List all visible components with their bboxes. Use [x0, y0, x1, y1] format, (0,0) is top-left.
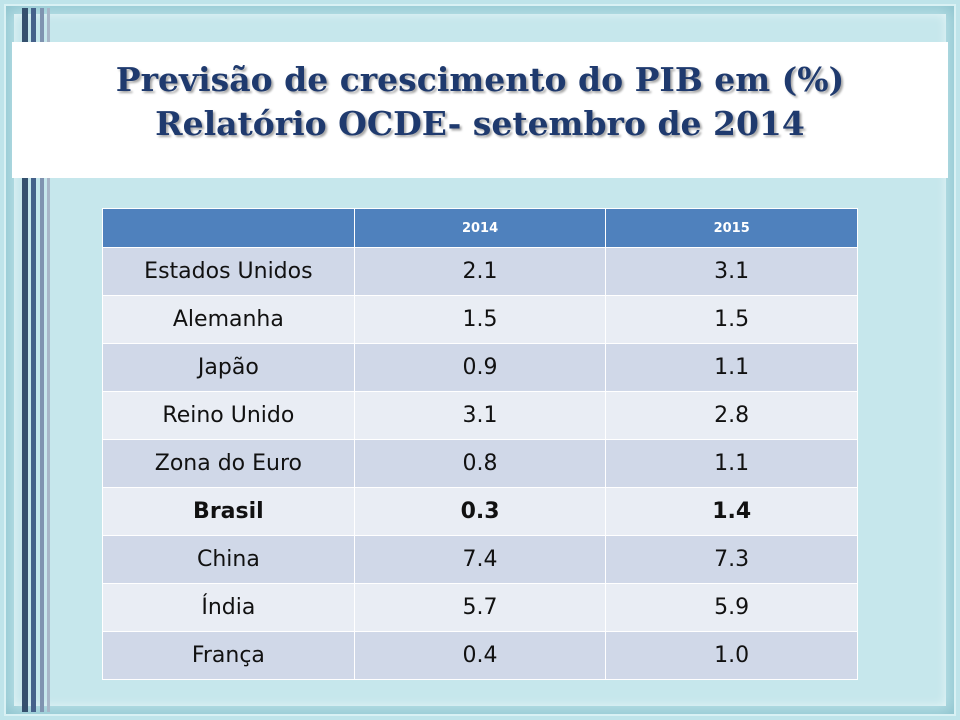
- table-row: Zona do Euro 0.8 1.1: [102, 439, 858, 488]
- cell-country: Japão: [102, 343, 355, 392]
- cell-2015: 1.4: [605, 487, 858, 536]
- slide-title: Previsão de crescimento do PIB em (%) Re…: [12, 58, 948, 146]
- cell-country: China: [102, 535, 355, 584]
- stripe: [31, 8, 36, 712]
- cell-2015: 1.5: [605, 295, 858, 344]
- title-line-2: Relatório OCDE- setembro de 2014: [155, 104, 805, 143]
- table-row: Japão 0.9 1.1: [102, 343, 858, 392]
- cell-country: França: [102, 631, 355, 680]
- table-row: Reino Unido 3.1 2.8: [102, 391, 858, 440]
- cell-2014: 1.5: [353, 295, 607, 344]
- cell-country: Alemanha: [102, 295, 355, 344]
- stripe: [22, 8, 28, 712]
- cell-2015: 1.1: [605, 439, 858, 488]
- cell-2014: 5.7: [353, 583, 607, 632]
- table-header-row: 2014 2015: [102, 208, 858, 248]
- cell-country: Brasil: [102, 487, 355, 536]
- title-line-1: Previsão de crescimento do PIB em (%): [115, 60, 845, 99]
- header-country: [102, 208, 355, 248]
- cell-2015: 1.0: [605, 631, 858, 680]
- table-row: Estados Unidos 2.1 3.1: [102, 247, 858, 296]
- cell-2015: 1.1: [605, 343, 858, 392]
- cell-2015: 7.3: [605, 535, 858, 584]
- cell-2014: 0.4: [353, 631, 607, 680]
- cell-2014: 0.3: [353, 487, 607, 536]
- cell-2014: 3.1: [353, 391, 607, 440]
- cell-2014: 0.8: [353, 439, 607, 488]
- header-2014: 2014: [353, 208, 607, 248]
- header-2015: 2015: [605, 208, 858, 248]
- cell-country: Reino Unido: [102, 391, 355, 440]
- table-row: França 0.4 1.0: [102, 631, 858, 680]
- decorative-stripes: [22, 8, 52, 712]
- cell-2014: 7.4: [353, 535, 607, 584]
- table-row: Índia 5.7 5.9: [102, 583, 858, 632]
- cell-country: Índia: [102, 583, 355, 632]
- cell-2015: 3.1: [605, 247, 858, 296]
- stripe: [47, 8, 50, 712]
- cell-2015: 5.9: [605, 583, 858, 632]
- table-row: Alemanha 1.5 1.5: [102, 295, 858, 344]
- cell-2014: 2.1: [353, 247, 607, 296]
- gdp-forecast-table: 2014 2015 Estados Unidos 2.1 3.1 Alemanh…: [102, 208, 858, 680]
- table-row: China 7.4 7.3: [102, 535, 858, 584]
- cell-2014: 0.9: [353, 343, 607, 392]
- cell-country: Estados Unidos: [102, 247, 355, 296]
- stripe: [40, 8, 44, 712]
- cell-2015: 2.8: [605, 391, 858, 440]
- title-band: [12, 42, 948, 178]
- cell-country: Zona do Euro: [102, 439, 355, 488]
- table-row-highlighted: Brasil 0.3 1.4: [102, 487, 858, 536]
